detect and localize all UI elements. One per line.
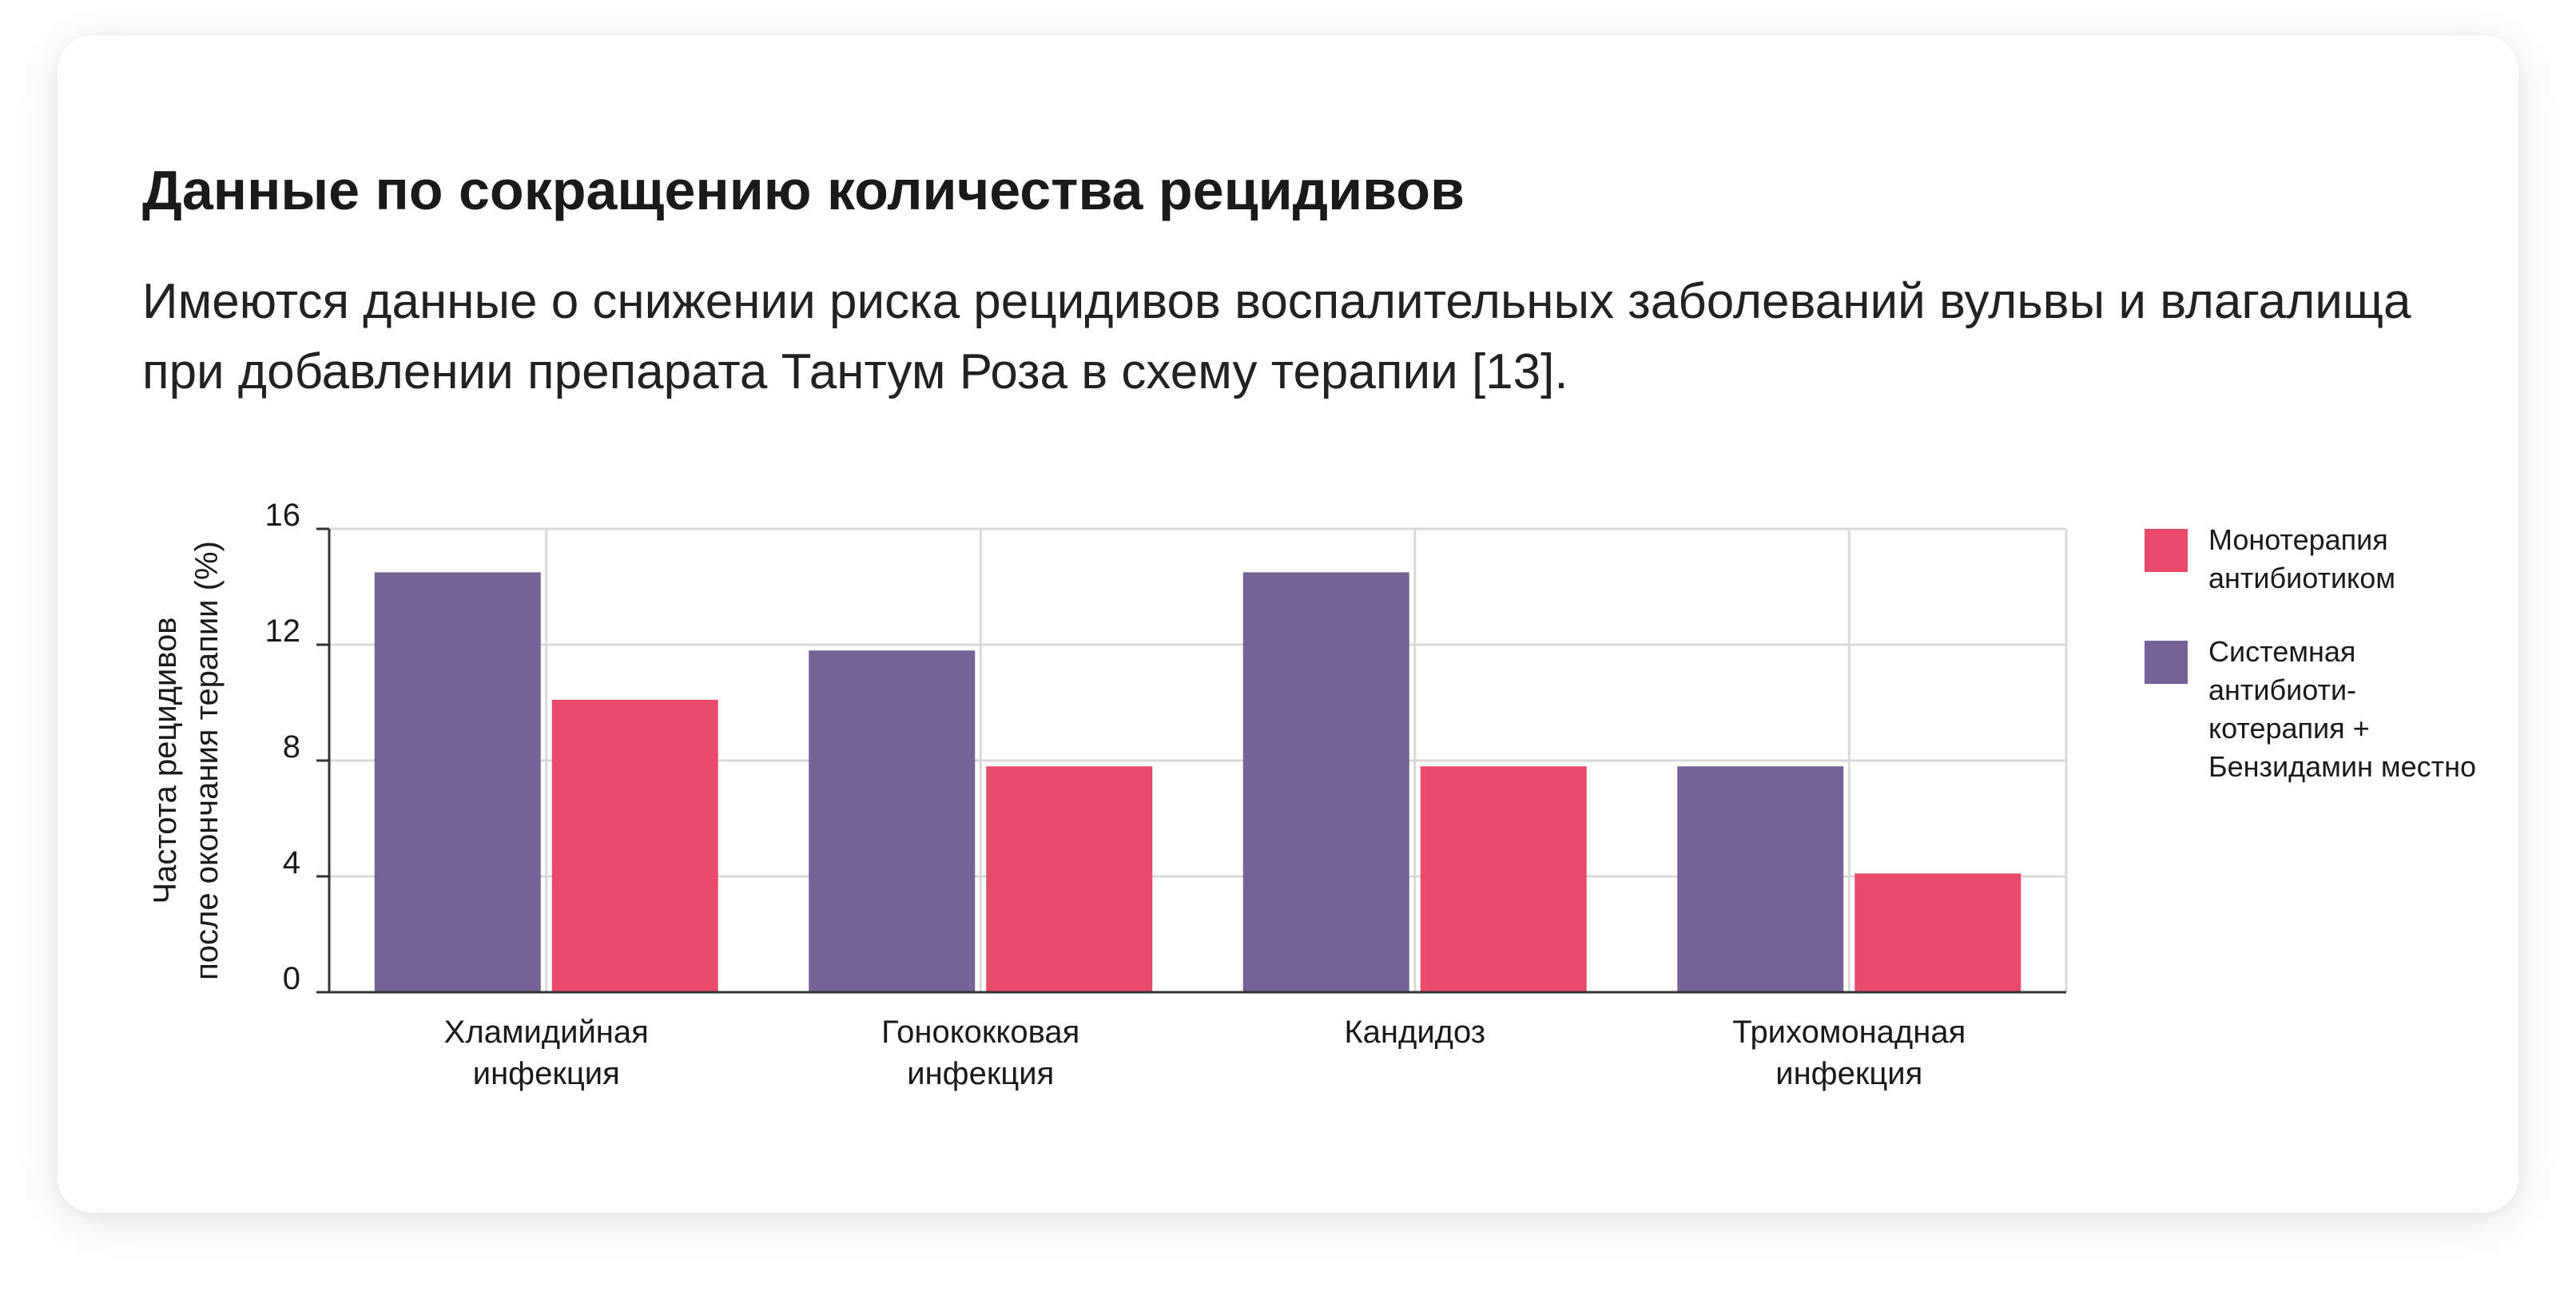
chart-legend: Монотерапия антибиотиком Системная антиб… <box>2145 521 2480 821</box>
x-category-label: Кандидоз <box>1344 1015 1485 1050</box>
page-title: Данные по сокращению количества рецидиво… <box>142 159 1465 221</box>
y-tick-label: 4 <box>283 845 300 880</box>
legend-swatch-combo <box>2145 641 2188 684</box>
bar-combo <box>374 572 541 992</box>
description-text: Имеются данные о снижении риска рецидиво… <box>142 274 2411 399</box>
bar-mono <box>1854 873 2021 992</box>
x-category-label: Трихомонадная инфекция <box>1732 1015 1966 1091</box>
bar-combo <box>809 650 976 992</box>
y-tick-label: 12 <box>265 614 301 649</box>
x-category-label: Хламидийная инфекция <box>444 1015 649 1091</box>
legend-label-combo: Системная антибиоти-котерапия + Бензидам… <box>2208 635 2477 783</box>
legend-label-mono: Монотерапия антибиотиком <box>2208 523 2395 594</box>
x-category-label: Гонококковая инфекция <box>881 1015 1079 1091</box>
y-tick-label: 0 <box>283 961 300 996</box>
bar-mono <box>1420 766 1587 992</box>
bar-mono <box>551 699 718 992</box>
bar-mono <box>986 766 1153 992</box>
legend-item-combo: Системная антибиоти-котерапия + Бензидам… <box>2145 633 2480 786</box>
legend-item-mono: Монотерапия антибиотиком <box>2145 521 2480 598</box>
bar-combo <box>1677 766 1844 992</box>
bar-combo <box>1242 572 1409 992</box>
y-axis-label: Частота рецидивов после окончания терапии… <box>148 541 225 980</box>
legend-swatch-mono <box>2145 529 2188 572</box>
y-tick-label: 8 <box>283 729 300 765</box>
y-tick-label: 16 <box>265 498 301 533</box>
